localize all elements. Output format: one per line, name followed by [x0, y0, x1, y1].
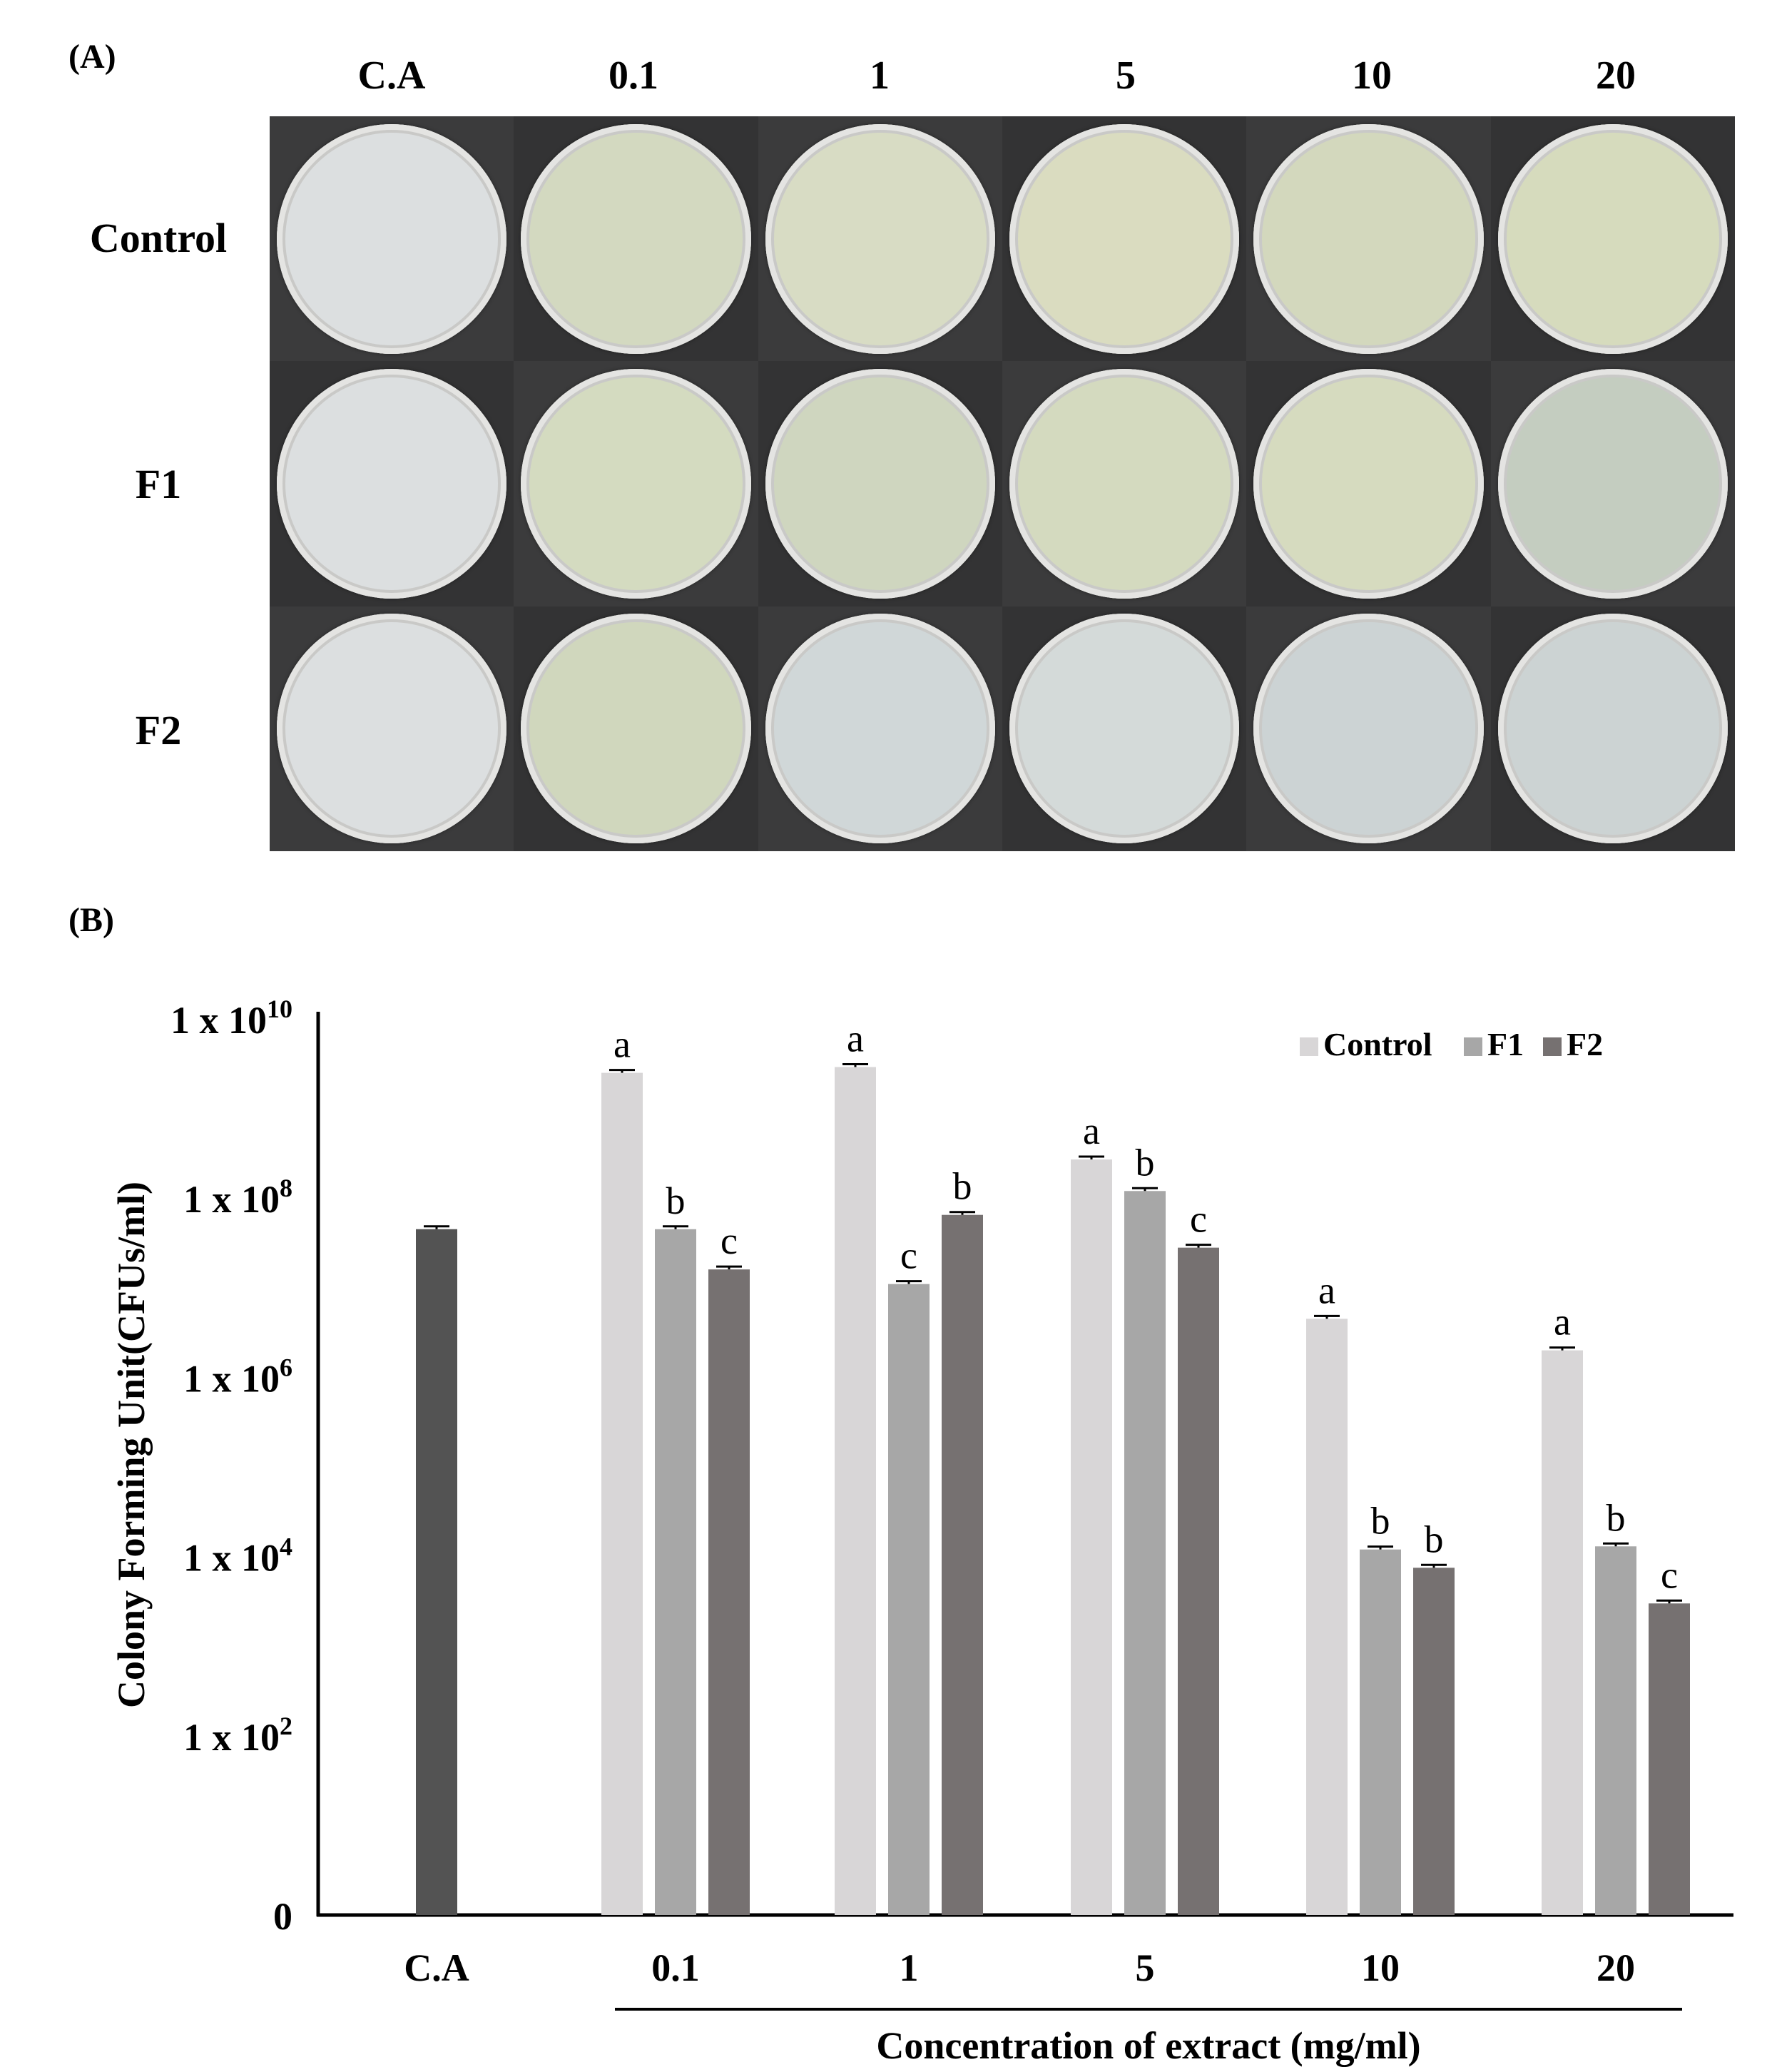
y-axis-title: Colony Forming Unit(CFUs/ml)	[110, 1182, 153, 1708]
petri-plate	[1009, 614, 1240, 844]
column-label-1: 1	[870, 54, 890, 98]
y-tick-exponent: 4	[280, 1533, 292, 1561]
bar	[1360, 1549, 1401, 1915]
row-label-control: Control	[89, 215, 228, 261]
x-tick-label: 1	[900, 1946, 919, 1989]
x-tick-label: 0.1	[651, 1946, 700, 1989]
significance-letter: c	[1190, 1198, 1207, 1241]
x-tick-label: 20	[1597, 1946, 1635, 1989]
legend-label: F2	[1567, 1026, 1603, 1062]
panel-b-label: (B)	[68, 901, 114, 939]
petri-plate	[1253, 368, 1484, 599]
y-tick-label: 1 x 106	[183, 1353, 292, 1400]
column-label-20: 20	[1596, 54, 1636, 98]
bar	[1178, 1247, 1219, 1915]
significance-letter: a	[1083, 1109, 1100, 1152]
significance-letter: b	[1606, 1496, 1626, 1539]
petri-plate	[1253, 614, 1484, 844]
y-tick-label: 1 x 1010	[170, 995, 292, 1042]
legend-swatch	[1300, 1037, 1318, 1056]
bar	[835, 1067, 876, 1915]
y-tick-label: 0	[273, 1895, 292, 1938]
bar	[655, 1229, 696, 1915]
significance-letter: b	[1371, 1500, 1390, 1543]
significance-letter: b	[666, 1179, 686, 1222]
significance-letter: c	[1661, 1553, 1678, 1596]
significance-letter: b	[953, 1165, 972, 1208]
y-tick-exponent: 8	[280, 1174, 292, 1202]
petri-plate	[1497, 368, 1728, 599]
petri-plate	[1497, 123, 1728, 354]
significance-letter: c	[720, 1219, 738, 1262]
column-label-0-1: 0.1	[609, 54, 658, 98]
y-tick-exponent: 2	[280, 1712, 292, 1740]
significance-letter: b	[1425, 1518, 1444, 1560]
bar	[1542, 1350, 1583, 1915]
petri-plate	[277, 123, 507, 354]
bar	[416, 1229, 457, 1915]
bar	[1124, 1191, 1166, 1915]
significance-letter: a	[1554, 1301, 1571, 1344]
petri-plate	[521, 614, 751, 844]
bar	[601, 1072, 643, 1915]
x-tick-label: 10	[1361, 1946, 1400, 1989]
row-label-f2: F2	[135, 707, 182, 753]
column-label-ca: C.A	[357, 54, 426, 98]
bar	[1413, 1568, 1455, 1915]
bar	[1595, 1546, 1636, 1915]
petri-plate	[521, 368, 751, 599]
significance-letter: a	[1318, 1269, 1335, 1311]
petri-plate	[1009, 368, 1240, 599]
column-label-10: 10	[1352, 54, 1392, 98]
petri-plate	[1497, 614, 1728, 844]
legend-swatch	[1464, 1037, 1482, 1056]
petri-plate	[765, 614, 995, 844]
petri-plate	[521, 123, 751, 354]
x-axis-title: Concentration of extract (mg/ml)	[876, 2024, 1420, 2067]
bar	[942, 1214, 983, 1915]
y-tick-label: 1 x 104	[183, 1533, 292, 1580]
y-tick-exponent: 10	[267, 995, 292, 1023]
y-tick-exponent: 6	[280, 1353, 292, 1381]
significance-letter: a	[613, 1023, 631, 1066]
bar	[1649, 1603, 1690, 1915]
y-tick-label: 1 x 108	[183, 1174, 292, 1221]
bar	[1306, 1319, 1348, 1915]
petri-plate-photo	[270, 116, 1735, 851]
x-tick-label: 5	[1136, 1946, 1155, 1989]
petri-plate	[1009, 123, 1240, 354]
legend-swatch	[1543, 1037, 1562, 1056]
petri-plate	[765, 368, 995, 599]
petri-plate	[277, 614, 507, 844]
column-label-5: 5	[1116, 54, 1136, 98]
x-tick-label: C.A	[404, 1946, 469, 1989]
petri-plate	[765, 123, 995, 354]
panel-a-label: (A)	[68, 38, 116, 76]
bar	[708, 1269, 750, 1915]
bar	[1071, 1159, 1112, 1915]
significance-letter: c	[900, 1234, 917, 1277]
legend-label: F1	[1487, 1026, 1524, 1062]
y-tick-label: 1 x 102	[183, 1712, 292, 1759]
row-label-f1: F1	[135, 461, 182, 507]
significance-letter: b	[1136, 1141, 1155, 1184]
legend-label: Control	[1323, 1026, 1432, 1062]
bar	[888, 1284, 930, 1915]
significance-letter: a	[847, 1017, 864, 1060]
petri-plate	[1253, 123, 1484, 354]
petri-plate	[277, 368, 507, 599]
